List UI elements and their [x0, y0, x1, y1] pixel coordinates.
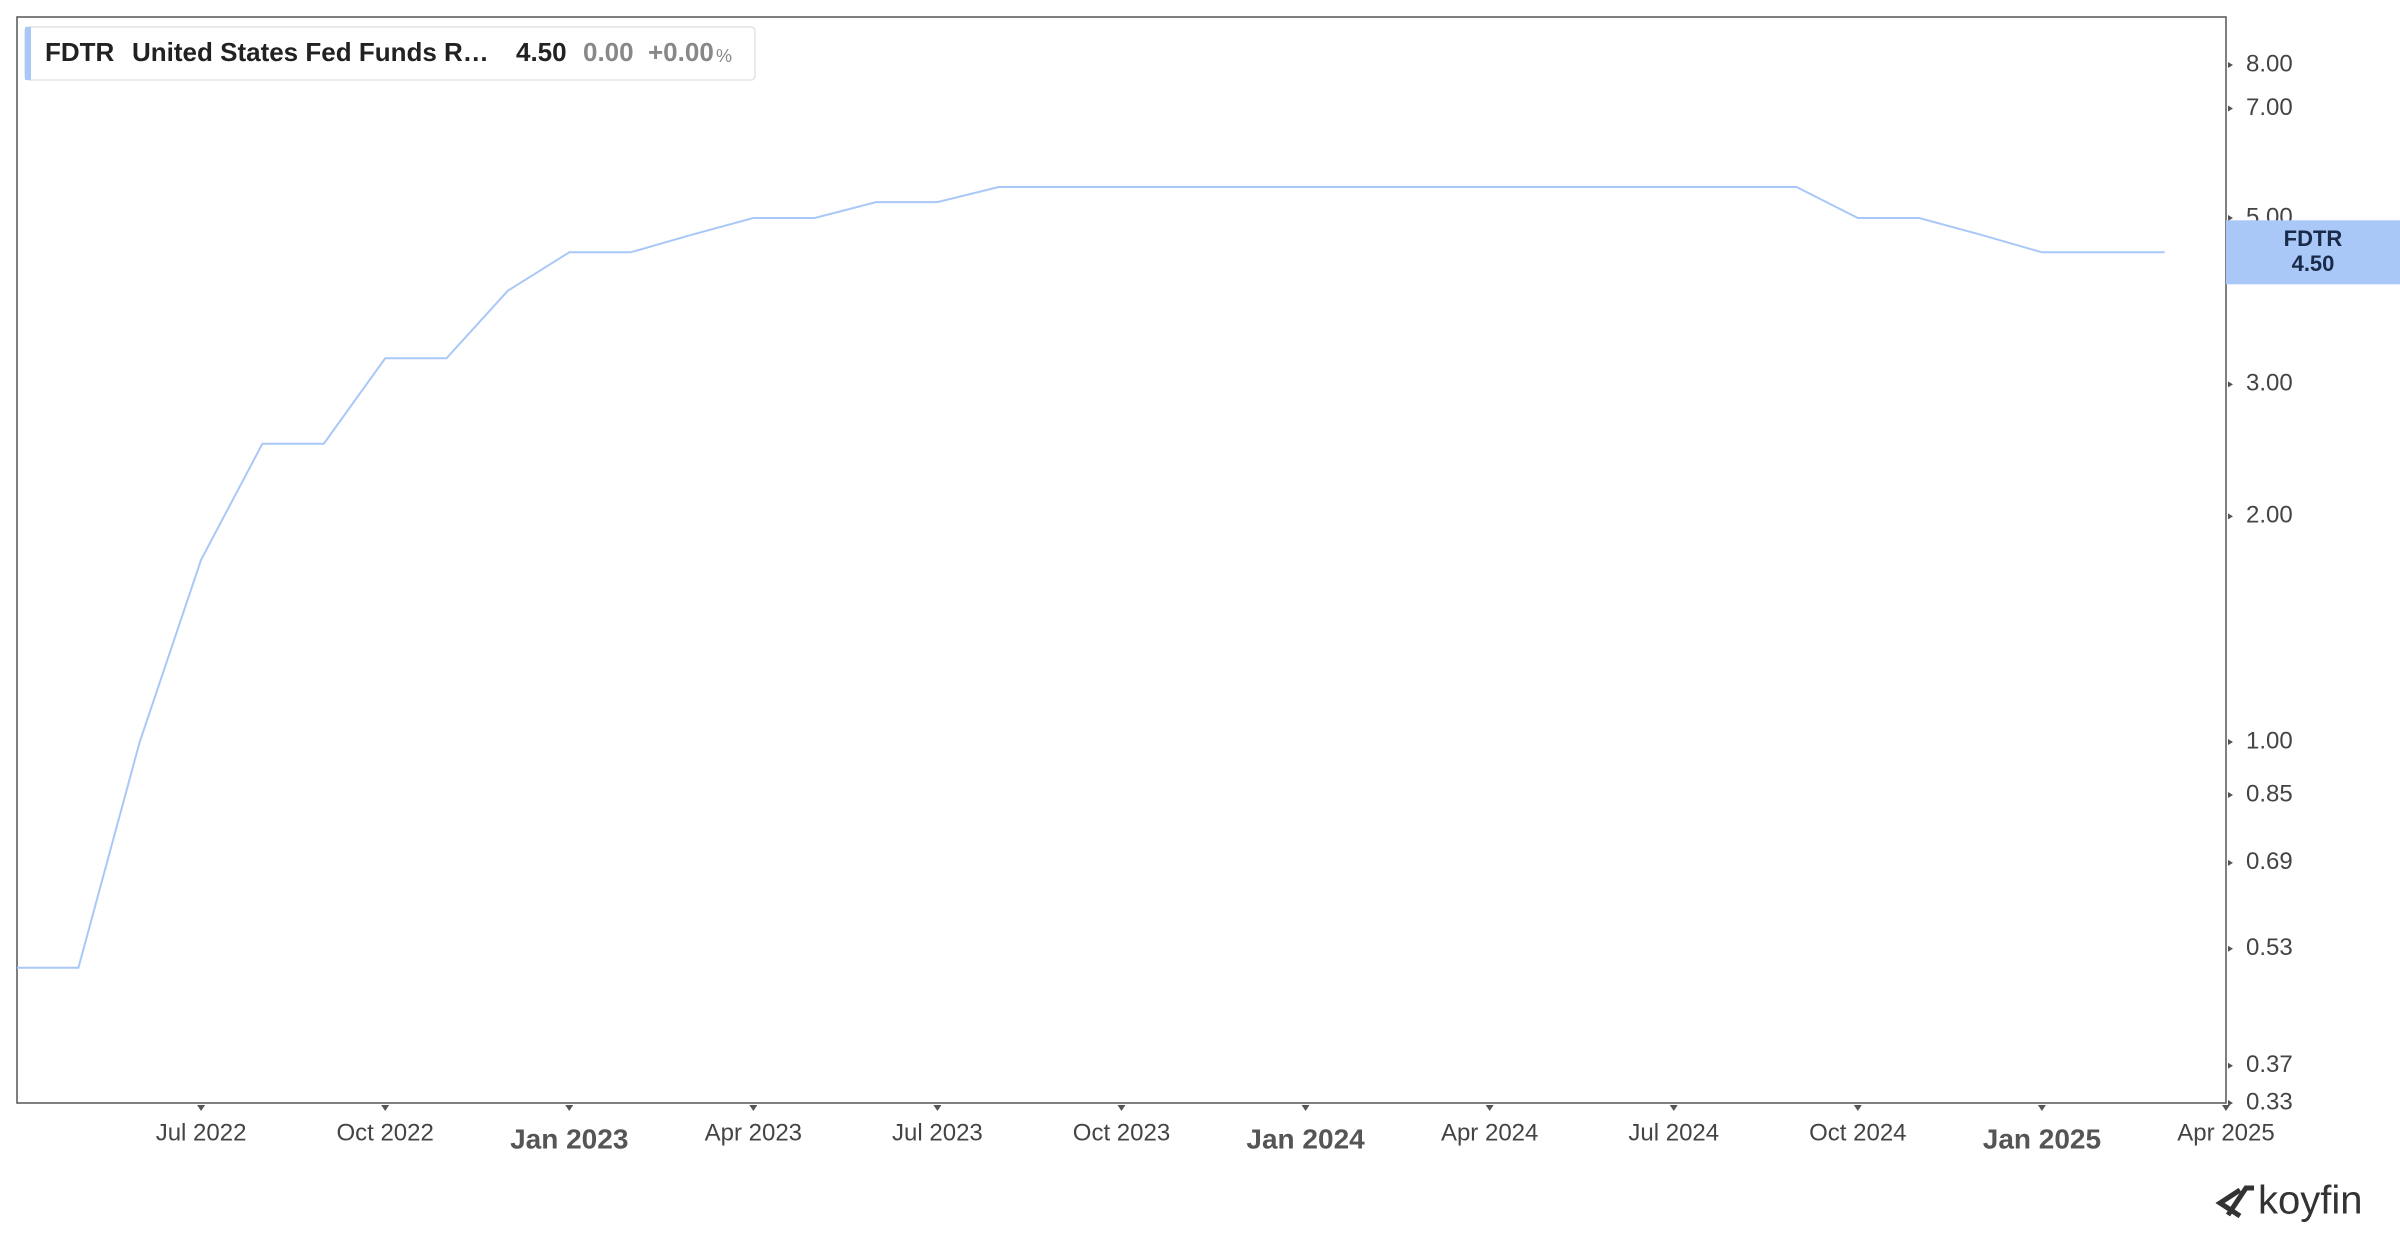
- x-tick-mark: [1485, 1105, 1494, 1111]
- x-tick-mark: [1117, 1105, 1126, 1111]
- legend-change-pct: +0.00: [648, 37, 714, 67]
- y-tick-label: 0.33: [2246, 1088, 2293, 1115]
- x-tick-label: Oct 2023: [1073, 1119, 1170, 1146]
- y-tick-mark: [2228, 945, 2233, 952]
- x-tick-mark: [2222, 1105, 2230, 1111]
- price-tag-ticker: FDTR: [2284, 226, 2343, 251]
- logo-icon: [2215, 1185, 2254, 1219]
- legend-ticker: FDTR: [45, 37, 115, 67]
- y-tick-label: 7.00: [2246, 94, 2293, 121]
- legend-pct-unit: %: [716, 46, 732, 66]
- x-tick-mark: [565, 1105, 574, 1111]
- x-tick-label: Jul 2022: [156, 1119, 247, 1146]
- legend-last: 4.50: [516, 37, 567, 67]
- y-tick-label: 0.37: [2246, 1051, 2293, 1078]
- y-tick-label: 0.53: [2246, 934, 2293, 961]
- x-tick-label: Apr 2023: [705, 1119, 802, 1146]
- x-tick-mark: [197, 1105, 206, 1111]
- x-tick-label: Jan 2023: [510, 1123, 628, 1154]
- y-tick-mark: [2228, 859, 2233, 866]
- y-tick-mark: [2228, 1100, 2233, 1106]
- y-tick-label: 1.00: [2246, 727, 2293, 754]
- legend-change: 0.00: [583, 37, 634, 67]
- y-tick-label: 8.00: [2246, 50, 2293, 77]
- y-tick-mark: [2228, 791, 2233, 798]
- x-tick-label: Jul 2024: [1628, 1119, 1719, 1146]
- x-tick-mark: [1669, 1105, 1678, 1111]
- legend: FDTR United States Fed Funds R… 4.50 0.0…: [24, 26, 756, 81]
- x-tick-label: Jan 2025: [1983, 1123, 2101, 1154]
- legend-description: United States Fed Funds R…: [132, 37, 489, 67]
- x-tick-label: Oct 2024: [1809, 1119, 1906, 1146]
- y-tick-label: 0.69: [2246, 848, 2293, 875]
- y-tick-label: 0.85: [2246, 780, 2293, 807]
- x-tick-label: Jan 2024: [1246, 1123, 1365, 1154]
- y-tick-label: 3.00: [2246, 370, 2293, 397]
- x-tick-label: Apr 2025: [2177, 1119, 2274, 1146]
- x-tick-mark: [1301, 1105, 1310, 1111]
- plot-frame: [16, 16, 2227, 1104]
- price-tag-box: [2226, 220, 2400, 285]
- y-tick-label: 2.00: [2246, 502, 2293, 529]
- y-tick-mark: [2228, 61, 2233, 68]
- logo: koyfin: [2215, 1179, 2363, 1223]
- series-line: [17, 186, 2165, 969]
- x-tick-label: Apr 2024: [1441, 1119, 1538, 1146]
- price-tag-value: 4.50: [2292, 251, 2335, 276]
- x-tick-mark: [933, 1105, 942, 1111]
- y-tick-mark: [2228, 105, 2233, 112]
- x-tick-mark: [1853, 1105, 1862, 1111]
- logo-text: koyfin: [2258, 1179, 2363, 1223]
- legend-swatch: [25, 27, 31, 80]
- y-tick-mark: [2228, 739, 2233, 746]
- y-tick-mark: [2228, 215, 2233, 222]
- x-tick-label: Oct 2022: [336, 1119, 433, 1146]
- y-tick-mark: [2228, 381, 2233, 388]
- y-tick-mark: [2228, 513, 2233, 520]
- x-tick-mark: [381, 1105, 390, 1111]
- y-tick-mark: [2228, 1062, 2233, 1069]
- x-tick-mark: [749, 1105, 758, 1111]
- x-tick-mark: [2037, 1105, 2046, 1111]
- x-tick-label: Jul 2023: [892, 1119, 983, 1146]
